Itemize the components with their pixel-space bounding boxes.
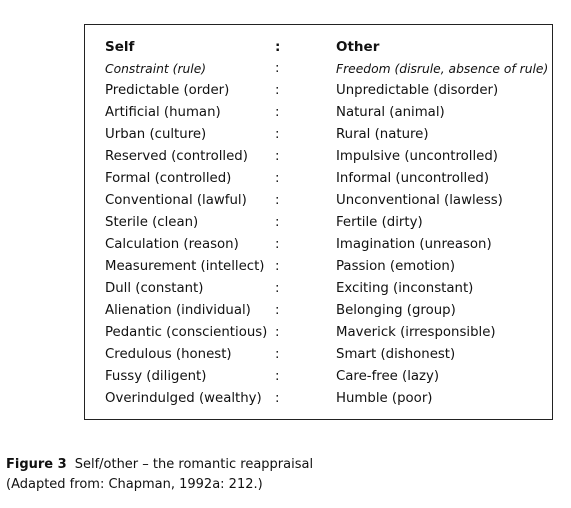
separator: : [275, 83, 280, 98]
self-term: Overindulged (wealthy) [105, 391, 262, 406]
separator: : [275, 347, 280, 362]
other-term: Fertile (dirty) [336, 215, 423, 230]
separator: : [275, 61, 280, 76]
separator: : [275, 193, 280, 208]
self-term: Urban (culture) [105, 127, 207, 142]
self-term: Formal (controlled) [105, 171, 232, 186]
separator: : [275, 281, 280, 296]
separator: : [275, 127, 280, 142]
other-term: Informal (uncontrolled) [336, 171, 490, 186]
other-term: Natural (animal) [336, 105, 445, 120]
table-row: Credulous (honest) : Smart (dishonest) [85, 344, 552, 366]
separator: : [275, 237, 280, 252]
self-term: Constraint (rule) [105, 62, 207, 76]
separator: : [275, 369, 280, 384]
caption-title-line: Figure 3 Self/other – the romantic reappr… [6, 455, 313, 475]
other-term: Maverick (irresponsible) [336, 325, 496, 340]
self-term: Conventional (lawful) [105, 193, 247, 208]
separator: : [275, 259, 280, 274]
other-term: Passion (emotion) [336, 259, 456, 274]
other-term: Unconventional (lawless) [336, 193, 503, 208]
other-term: Freedom (disrule, absence of rule) [336, 62, 549, 76]
figure-label: Figure 3 [6, 457, 67, 472]
figure-source: (Adapted from: Chapman, 1992a: 212.) [6, 477, 263, 492]
table-row: Formal (controlled) : Informal (uncontro… [85, 168, 552, 190]
separator: : [275, 171, 280, 186]
self-term: Predictable (order) [105, 83, 230, 98]
other-term: Belonging (group) [336, 303, 456, 318]
other-term: Care-free (lazy) [336, 369, 440, 384]
table-row: Urban (culture) : Rural (nature) [85, 124, 552, 146]
other-term: Impulsive (uncontrolled) [336, 149, 498, 164]
self-term: Reserved (controlled) [105, 149, 248, 164]
comparison-table: Self : Other Constraint (rule) : Freedom… [84, 24, 553, 420]
separator: : [275, 303, 280, 318]
figure-caption: Figure 3 Self/other – the romantic reappr… [6, 455, 313, 495]
table-row: Sterile (clean) : Fertile (dirty) [85, 212, 552, 234]
self-term: Measurement (intellect) [105, 259, 265, 274]
separator: : [275, 105, 280, 120]
other-term: Smart (dishonest) [336, 347, 456, 362]
self-term: Sterile (clean) [105, 215, 199, 230]
self-term: Credulous (honest) [105, 347, 232, 362]
other-term: Rural (nature) [336, 127, 429, 142]
table-row: Dull (constant) : Exciting (inconstant) [85, 278, 552, 300]
self-term: Artificial (human) [105, 105, 221, 120]
table-row: Fussy (diligent) : Care-free (lazy) [85, 366, 552, 388]
table-row: Pedantic (conscientious) : Maverick (irr… [85, 322, 552, 344]
self-term: Calculation (reason) [105, 237, 239, 252]
other-term: Exciting (inconstant) [336, 281, 474, 296]
table-row: Conventional (lawful) : Unconventional (… [85, 190, 552, 212]
table-row: Overindulged (wealthy) : Humble (poor) [85, 388, 552, 410]
table-row: Calculation (reason) : Imagination (unre… [85, 234, 552, 256]
table-row: Reserved (controlled) : Impulsive (uncon… [85, 146, 552, 168]
header-other: Other [336, 39, 380, 55]
self-term: Pedantic (conscientious) [105, 325, 268, 340]
other-term: Imagination (unreason) [336, 237, 492, 252]
table-row: Artificial (human) : Natural (animal) [85, 102, 552, 124]
table-row: Alienation (individual) : Belonging (gro… [85, 300, 552, 322]
table-row: Measurement (intellect) : Passion (emoti… [85, 256, 552, 278]
separator: : [275, 391, 280, 406]
separator: : [275, 325, 280, 340]
self-term: Dull (constant) [105, 281, 204, 296]
self-term: Alienation (individual) [105, 303, 251, 318]
other-term: Unpredictable (disorder) [336, 83, 499, 98]
header-self: Self [105, 39, 135, 55]
other-term: Humble (poor) [336, 391, 433, 406]
separator: : [275, 215, 280, 230]
table-row: Constraint (rule) : Freedom (disrule, ab… [85, 58, 552, 80]
separator: : [275, 149, 280, 164]
figure-title: Self/other – the romantic reappraisal [74, 457, 314, 472]
self-term: Fussy (diligent) [105, 369, 207, 384]
header-separator: : [275, 39, 281, 55]
table-row: Predictable (order) : Unpredictable (dis… [85, 80, 552, 102]
table-header-row: Self : Other [85, 36, 552, 58]
